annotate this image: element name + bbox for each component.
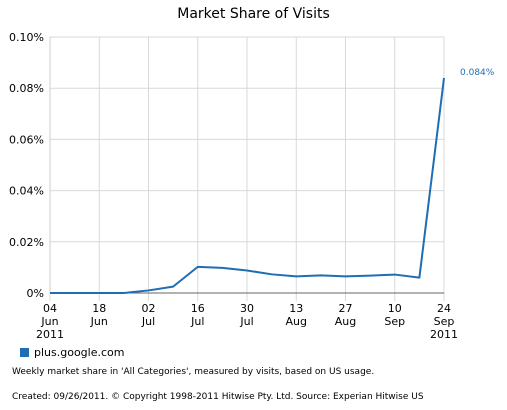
chart-title: Market Share of Visits	[177, 6, 330, 22]
x-tick-label: 10 Sep	[384, 302, 405, 328]
legend[interactable]: plus.google.com	[20, 346, 124, 359]
y-tick-label: 0.06%	[9, 133, 44, 146]
x-tick-label: 24 Sep 2011	[430, 302, 458, 341]
y-tick-label: 0.02%	[9, 236, 44, 249]
footnote: Weekly market share in 'All Categories',…	[12, 367, 375, 377]
y-tick-label: 0.10%	[9, 31, 44, 44]
x-tick-label: 30 Jul	[239, 302, 254, 328]
series-end-label: 0.084%	[460, 68, 495, 78]
x-tick-label: 02 Jul	[141, 302, 156, 328]
y-tick-label: 0%	[27, 287, 44, 300]
x-axis-ticks: 04 Jun 2011 18 Jun 02 Jul 16 Jul 30 Jul 13 Aug 27 Aug 1…	[36, 302, 458, 341]
x-tick-label: 04 Jun 2011	[36, 302, 64, 341]
created-source-note: Created: 09/26/2011. © Copyright 1998-20…	[12, 392, 424, 402]
y-tick-label: 0.04%	[9, 185, 44, 198]
legend-label: plus.google.com	[34, 346, 125, 359]
line-chart: 0% 0.02% 0.04% 0.06% 0.08% 0.10% 04 Jun 2011 18 J…	[9, 31, 495, 341]
y-axis-ticks: 0% 0.02% 0.04% 0.06% 0.08% 0.10%	[9, 31, 44, 300]
series-group: 0.084%	[50, 68, 495, 294]
x-tick-label: 13 Aug	[286, 302, 307, 328]
x-tick-label: 16 Jul	[190, 302, 205, 328]
x-tick-label: 27 Aug	[335, 302, 356, 328]
series-line-plus.google.com	[50, 77, 445, 294]
grid-lines	[49, 36, 445, 301]
x-tick-label: 18 Jun	[90, 302, 108, 328]
legend-swatch	[20, 348, 29, 357]
y-tick-label: 0.08%	[9, 82, 44, 95]
